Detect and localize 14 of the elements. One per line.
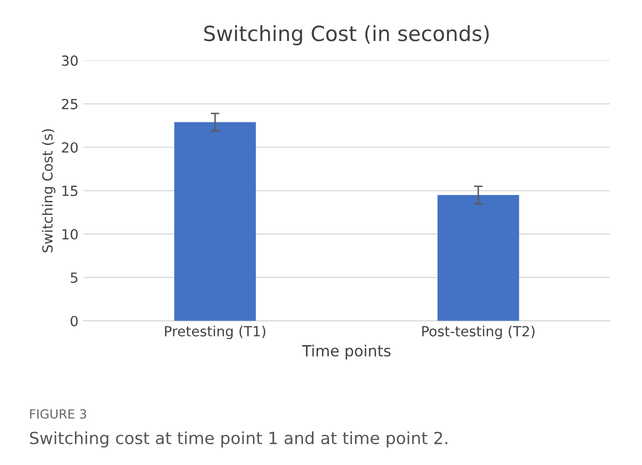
y-tick-label: 15: [62, 186, 78, 196]
y-tick-label: 25: [62, 98, 78, 110]
x-tick-label: Post-testing (T2): [422, 326, 534, 340]
x-axis-title: Time points: [302, 344, 391, 360]
y-axis-title: Switching Cost (s): [42, 129, 56, 252]
y-tick-label: 5: [70, 272, 78, 283]
x-tick-label: Pretesting (T1): [165, 326, 266, 340]
y-tick-label: 10: [62, 229, 78, 240]
text: Switching cost at time point 1 and at time point 2.: [30, 431, 448, 448]
caption: FIGURE 3: [30, 409, 86, 419]
y-tick-label: 0: [70, 316, 78, 326]
chart-title: Switching Cost (in seconds): [204, 25, 489, 46]
y-tick-label: 20: [62, 142, 78, 153]
y-tick-label: 30: [62, 55, 78, 66]
